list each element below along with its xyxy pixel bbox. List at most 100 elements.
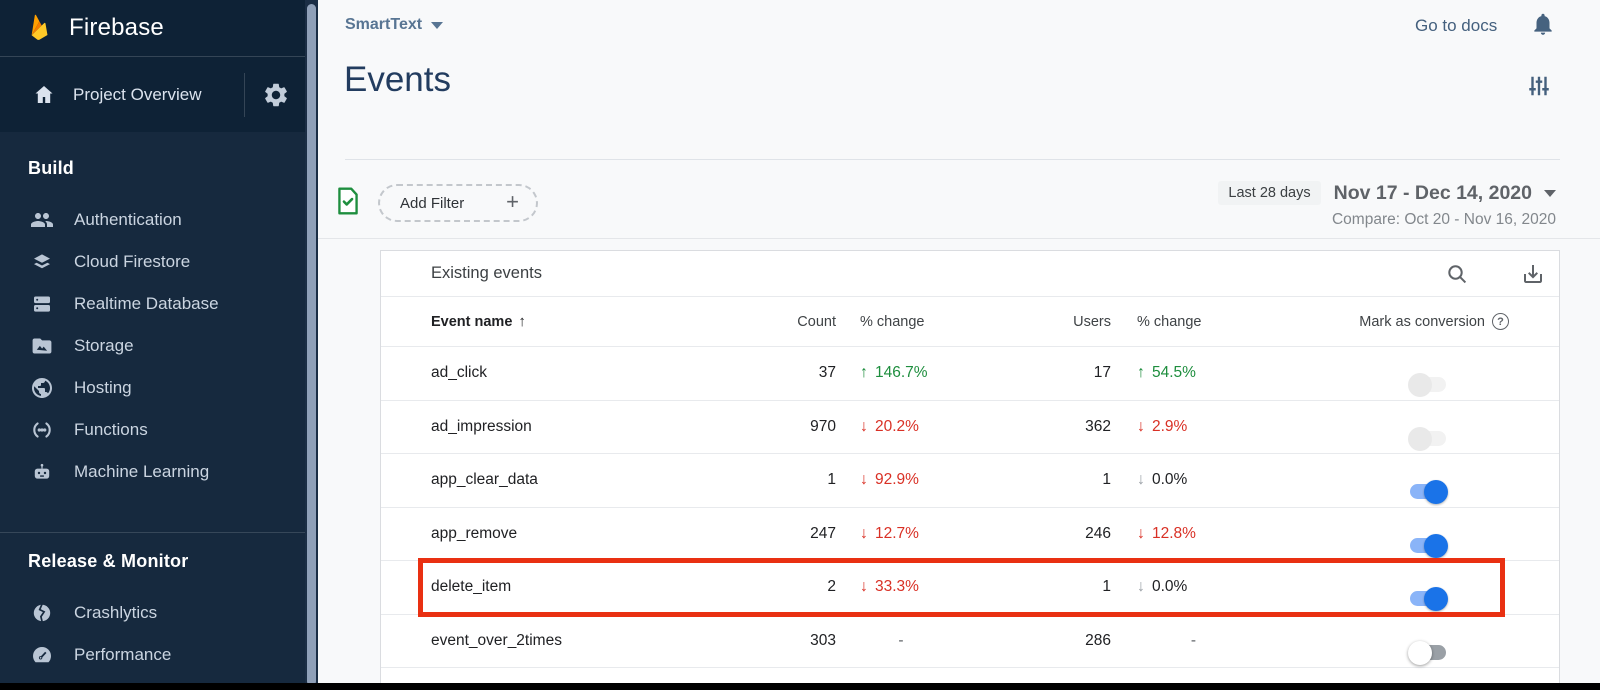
project-overview-label: Project Overview [73,84,202,104]
sidebar: Firebase Project Overview Build Authenti… [0,0,305,690]
event-count: 37 [818,364,836,382]
go-to-docs-link[interactable]: Go to docs [1415,16,1498,35]
event-name: event_over_2times [431,631,562,649]
compare-range-text: Compare: Oct 20 - Nov 16, 2020 [1331,211,1556,228]
help-circle-icon[interactable]: ? [1492,313,1509,330]
sidebar-item-label: Hosting [74,378,132,397]
table-row: app_remove 247 12.7% 246 12.8% [381,508,1559,561]
table-header-row: Event name ↑ Count % change Users % chan… [381,297,1559,347]
users-change: 54.5% [1111,364,1276,382]
event-name: ad_impression [431,417,532,435]
sidebar-item-label: Realtime Database [74,294,219,313]
folder-media-icon [30,334,54,358]
event-users: 17 [1093,364,1111,382]
sidebar-item-label: Cloud Firestore [74,252,191,271]
table-row: ad_click 37 146.7% 17 54.5% [381,347,1559,401]
add-filter-label: Add Filter [400,194,465,212]
event-users: 246 [1085,524,1111,542]
brand-header: Firebase [0,0,305,56]
page-title: Events [344,60,451,99]
column-mark-as-conversion: Mark as conversion ? [1359,313,1539,330]
scrollbar-thumb[interactable] [307,4,316,686]
event-users: 286 [1085,631,1111,649]
table-row: app_clear_data 1 92.9% 1 0.0% [381,454,1559,508]
card-title: Existing events [431,264,542,282]
firestore-icon [30,250,54,274]
count-change: 20.2% [836,418,966,436]
robot-icon [30,460,54,484]
event-users: 1 [1102,471,1111,489]
search-icon[interactable] [1445,262,1469,286]
notifications-bell-icon[interactable] [1530,11,1556,37]
data-quality-check-icon[interactable] [335,186,361,216]
crashlytics-icon [30,601,54,625]
filter-tune-icon[interactable] [1526,73,1552,99]
divider [345,159,1560,160]
sidebar-item-label: Performance [74,645,172,664]
firebase-flame-icon [26,11,56,46]
event-name: delete_item [431,578,512,596]
column-users[interactable]: Users [1073,313,1111,330]
column-count[interactable]: Count [797,313,836,330]
event-count: 303 [810,631,836,649]
sidebar-item-performance[interactable]: Performance [0,634,305,676]
users-change: - [1190,631,1197,649]
event-name: ad_click [431,364,487,382]
date-range-badge: Last 28 days [1218,181,1321,205]
existing-events-card: Existing events Event name ↑ Count % cha… [380,250,1560,690]
event-name: app_remove [431,524,518,542]
sidebar-item-realtime-database[interactable]: Realtime Database [0,283,305,325]
functions-parens-icon [30,418,54,442]
brand-name: Firebase [69,14,164,41]
section-title-release-monitor: Release & Monitor [28,551,189,571]
users-change: 2.9% [1111,418,1276,436]
date-range-selector[interactable]: Nov 17 - Dec 14, 2020 [1334,182,1556,205]
globe-icon [30,376,54,400]
count-change: - [898,631,904,649]
sidebar-item-authentication[interactable]: Authentication [0,199,305,241]
event-name: app_clear_data [431,471,538,489]
column-count-change[interactable]: % change [860,313,925,330]
plus-icon: + [506,189,519,214]
sidebar-item-label: Crashlytics [74,603,158,622]
speedometer-icon [30,643,54,667]
users-change: 0.0% [1111,578,1276,596]
chevron-down-icon [431,21,444,29]
sidebar-item-functions[interactable]: Functions [0,409,305,451]
sidebar-item-label: Machine Learning [74,462,210,481]
screenshot-bottom-edge [0,683,1600,690]
home-icon [32,83,56,107]
sidebar-item-label: Functions [74,420,148,439]
sidebar-item-cloud-firestore[interactable]: Cloud Firestore [0,241,305,283]
sidebar-item-project-overview[interactable]: Project Overview [0,56,305,132]
table-row: event_over_2times 303 - 286 - [381,615,1559,668]
sidebar-scrollbar[interactable] [305,0,318,690]
event-count: 247 [810,524,836,542]
table-row: delete_item 2 33.3% 1 0.0% [381,558,1559,617]
chevron-down-icon [1544,189,1556,197]
sidebar-item-hosting[interactable]: Hosting [0,367,305,409]
sidebar-item-label: Storage [74,336,134,355]
column-users-change[interactable]: % change [1137,313,1202,330]
event-users: 1 [1102,578,1111,596]
users-change: 0.0% [1111,471,1276,489]
gear-icon[interactable] [262,81,290,109]
count-change: 12.7% [836,525,966,543]
users-change: 12.8% [1111,525,1276,543]
download-icon[interactable] [1521,262,1545,286]
project-selector-dropdown[interactable]: SmartText [345,16,444,34]
add-filter-button[interactable]: Add Filter + [378,184,538,222]
project-name: SmartText [345,16,423,33]
database-icon [30,292,54,316]
divider [244,73,245,117]
date-range-text: Nov 17 - Dec 14, 2020 [1333,181,1532,204]
sidebar-item-storage[interactable]: Storage [0,325,305,367]
sort-ascending-icon: ↑ [518,313,526,330]
event-count: 1 [827,471,836,489]
sidebar-item-machine-learning[interactable]: Machine Learning [0,451,305,493]
sidebar-item-label: Authentication [74,210,182,229]
sidebar-item-crashlytics[interactable]: Crashlytics [0,592,305,634]
table-row: ad_impression 970 20.2% 362 2.9% [381,401,1559,454]
column-event-name[interactable]: Event name ↑ [431,313,526,330]
